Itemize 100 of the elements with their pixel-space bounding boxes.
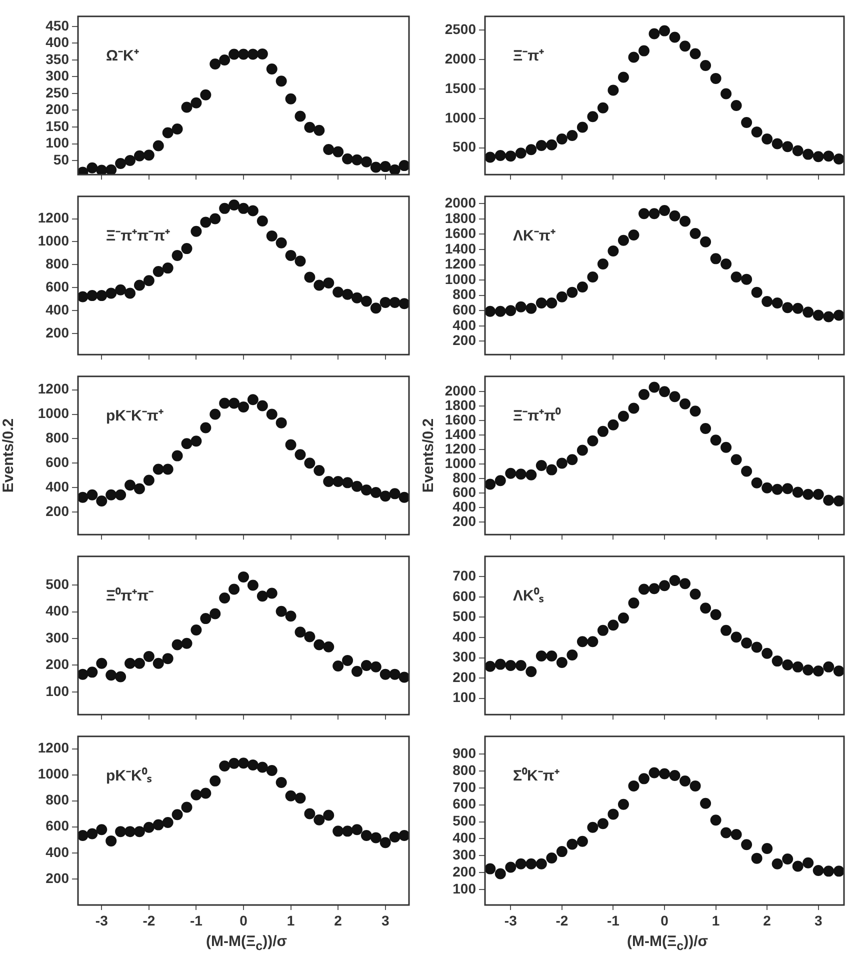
- point: [134, 483, 145, 494]
- point: [210, 608, 221, 620]
- point: [546, 298, 558, 309]
- point: [323, 144, 334, 155]
- point: [152, 819, 164, 830]
- point: [380, 837, 391, 848]
- point: [342, 826, 354, 837]
- point: [370, 302, 382, 314]
- point: [351, 666, 362, 677]
- point: [526, 858, 537, 870]
- point: [494, 150, 506, 161]
- point: [304, 122, 316, 133]
- point: [762, 482, 773, 494]
- y-tick-label: 1200: [38, 380, 70, 397]
- point: [576, 444, 588, 456]
- y-tick-label: 2000: [444, 382, 476, 398]
- point: [485, 152, 496, 163]
- point: [143, 474, 154, 486]
- point: [398, 672, 409, 683]
- point: [115, 158, 126, 170]
- point: [332, 660, 344, 672]
- y-tick-label: 800: [452, 762, 476, 778]
- point: [485, 863, 496, 874]
- point: [304, 458, 316, 469]
- point: [659, 25, 670, 36]
- point: [608, 419, 619, 430]
- point: [124, 658, 136, 669]
- y-tick-label: 100: [46, 682, 70, 699]
- y-tick-label: 200: [452, 863, 476, 880]
- point: [190, 624, 202, 636]
- y-tick-label: 1000: [38, 232, 70, 249]
- point: [143, 650, 154, 662]
- point: [762, 648, 773, 659]
- point: [256, 400, 268, 412]
- point: [181, 102, 192, 113]
- point: [730, 828, 742, 840]
- point: [181, 243, 192, 254]
- point: [143, 822, 154, 833]
- point: [238, 48, 249, 60]
- point: [536, 460, 547, 471]
- y-tick-label: 100: [46, 134, 70, 151]
- point: [802, 148, 814, 160]
- x-tick-label: -3: [95, 912, 108, 928]
- point: [238, 571, 249, 582]
- point: [546, 650, 558, 662]
- y-tick-label: 1000: [444, 454, 476, 471]
- point: [648, 28, 660, 40]
- point: [812, 310, 824, 321]
- point: [730, 632, 742, 643]
- point: [505, 150, 516, 162]
- y-tick-label: 1000: [444, 109, 476, 126]
- point: [332, 826, 344, 837]
- point: [285, 93, 296, 104]
- point: [802, 306, 814, 318]
- point: [741, 466, 752, 477]
- point: [247, 205, 258, 216]
- point: [812, 665, 824, 676]
- point: [628, 598, 640, 609]
- point: [659, 580, 670, 592]
- point: [96, 290, 108, 302]
- point: [219, 202, 230, 214]
- point: [86, 489, 98, 500]
- y-tick-label: 300: [46, 68, 70, 84]
- point: [833, 495, 844, 506]
- y-tick-label: 600: [46, 278, 70, 294]
- point: [833, 310, 844, 321]
- point: [597, 102, 608, 114]
- point: [628, 402, 640, 414]
- point: [78, 492, 88, 503]
- y-tick-label: 200: [452, 332, 476, 348]
- point: [398, 160, 409, 172]
- point: [833, 665, 844, 676]
- y-tick-label: 1200: [38, 210, 70, 226]
- x-tick-label: -3: [504, 912, 518, 928]
- point: [200, 89, 212, 100]
- point: [710, 72, 722, 84]
- point: [256, 590, 268, 602]
- point: [238, 202, 249, 214]
- point: [124, 288, 136, 299]
- point: [285, 439, 296, 450]
- point: [115, 826, 126, 838]
- point: [710, 609, 722, 620]
- y-tick-label: 600: [452, 484, 476, 500]
- point: [536, 858, 547, 870]
- point: [398, 492, 409, 503]
- point: [659, 768, 670, 780]
- point: [190, 226, 202, 237]
- point: [276, 237, 287, 248]
- point: [792, 661, 804, 672]
- point: [618, 798, 629, 810]
- point: [505, 862, 516, 873]
- point: [238, 401, 249, 412]
- point: [823, 866, 834, 877]
- y-tick-label: 500: [452, 138, 476, 155]
- point: [690, 588, 701, 600]
- point: [124, 826, 136, 838]
- point: [792, 486, 804, 498]
- point: [162, 464, 174, 475]
- point: [772, 656, 783, 667]
- point: [576, 636, 588, 648]
